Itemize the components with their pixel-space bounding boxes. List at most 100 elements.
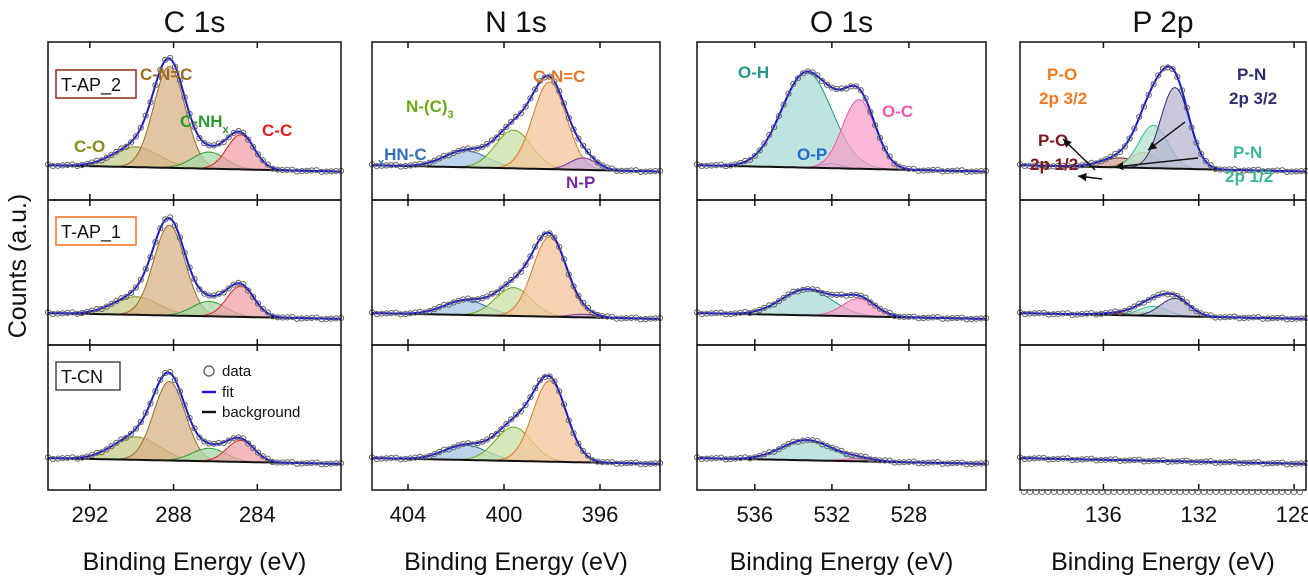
data-point [795,75,802,82]
peak-area [48,380,341,465]
data-point [551,234,558,241]
data-point [1188,488,1196,496]
data-point [1102,156,1109,163]
data-point [1032,488,1040,496]
data-point [775,298,783,305]
data-point [98,305,105,313]
data-point [785,291,792,298]
data-point [245,136,252,143]
data-point [132,133,139,140]
peak-label: O-H [738,63,769,82]
data-point [103,446,110,453]
data-point [775,113,783,120]
data-point [1169,65,1176,73]
fit-line [697,438,986,465]
data-point [1080,488,1088,496]
data-point [560,100,568,107]
sample-label-box [55,69,137,99]
data-point [152,388,159,395]
data-point [1121,143,1129,150]
data-point [137,418,144,426]
data-point [527,394,534,401]
peak-label: C-O [74,137,105,156]
tick-label: 396 [582,502,619,527]
plot-frame [371,344,661,491]
data-point [522,261,529,268]
x-axis-label: Binding Energy (eV) [730,548,954,576]
data-point [1098,488,1106,496]
panel-title: O 1s [810,6,873,39]
data-point [852,83,860,90]
peak-label: C-N=C [533,67,585,86]
data-point [152,82,159,89]
data-point [1174,73,1181,80]
data-point [872,122,879,129]
data-point [250,444,257,452]
data-point [1056,488,1064,496]
tick-label: 536 [736,502,773,527]
data-point [479,143,486,150]
data-point [137,124,144,131]
fit-line [696,70,987,173]
data-point [527,253,534,260]
data-point [584,304,592,311]
data-point [517,408,524,415]
data-point [436,448,443,456]
data-point [186,110,193,117]
data-point [445,152,452,159]
data-point [857,87,864,94]
data-point [196,434,203,441]
tick-label: 404 [390,502,427,527]
data-point [1155,72,1162,79]
data-point [532,385,539,392]
sample-label-box [55,216,137,246]
data-point [1104,488,1112,496]
panel-title: P 2p [1132,6,1193,39]
data-point [171,222,179,229]
peak-label: P-O 2p 1/2 [1030,131,1078,174]
data-point [570,126,577,133]
data-point [220,440,227,447]
annotation-arrow [1062,138,1096,171]
data-point [167,214,174,221]
data-point [264,161,271,168]
fit-line [372,231,660,320]
data-point [479,438,486,445]
data-point [123,293,130,300]
data-point [171,376,179,384]
panel-n-1s: N 1s 404 400 396 Binding Energy (eV) xHN-C N-(… [368,6,664,576]
peak-label: O-P [797,145,827,164]
data-point [1110,488,1118,496]
data-point [225,134,232,141]
sample-label: T-AP_2 [61,75,121,96]
data-point [575,440,582,447]
data-point [517,268,524,275]
data-point [259,453,266,460]
data-point [1290,488,1298,496]
data-point [508,416,515,423]
data-point [250,143,257,150]
data-point [191,425,198,432]
data-point [1128,488,1136,496]
data-point [766,131,773,139]
data-point [431,157,438,164]
data-point [771,124,778,131]
data-point [862,95,869,102]
data-point [498,425,505,432]
data-point [498,129,505,136]
data-point [1179,87,1186,94]
data-point [1062,488,1070,496]
peak-label: P-N 2p 1/2 [1225,143,1273,186]
x-axis-label: Binding Energy (eV) [1051,548,1275,576]
data-point [809,69,816,76]
data-point [1188,124,1195,131]
data-point [584,148,592,155]
data-point [157,376,164,384]
fit-line [1020,292,1306,320]
data-point [1145,91,1152,99]
data-point [484,436,491,443]
data-point [1224,488,1232,496]
data-point [761,140,768,147]
fit-line [1019,65,1307,173]
